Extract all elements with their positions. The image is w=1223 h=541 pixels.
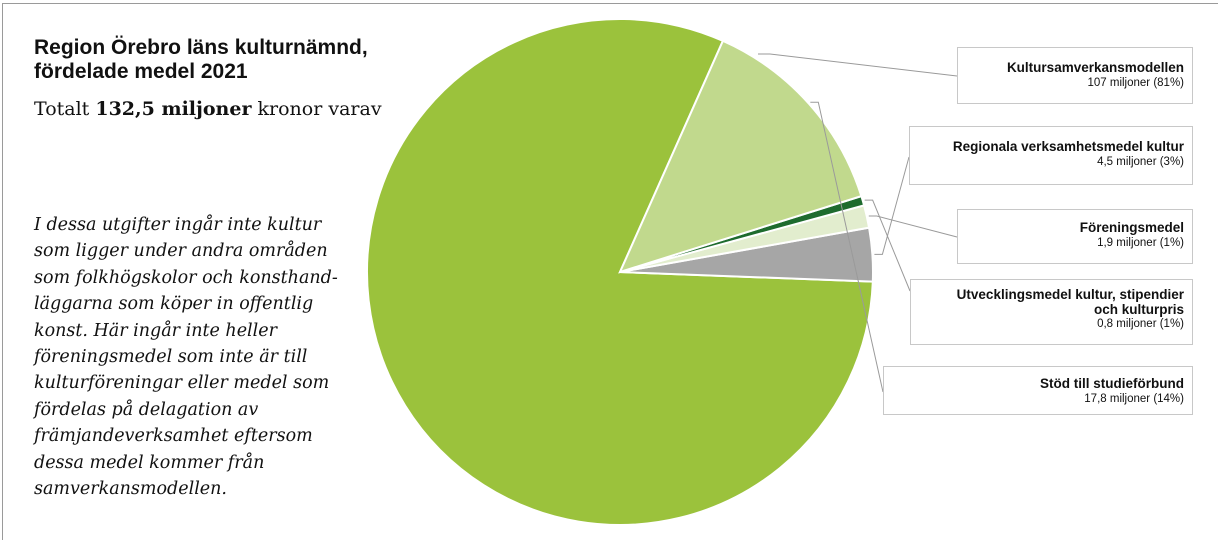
slice-label-value: 17,8 miljoner (14%) (1084, 393, 1184, 405)
slice-label-value: 4,5 miljoner (3%) (1097, 156, 1184, 168)
subtitle-total: 132,5 miljoner (95, 98, 252, 120)
slice-label-box: Utvecklingsmedel kultur, stipendier och … (910, 279, 1193, 345)
footnote-line: konst. Här ingår inte heller (34, 320, 277, 341)
slice-label-name-line1: Utvecklingsmedel kultur, stipendier (956, 287, 1184, 302)
subtitle-suffix: kronor varav (251, 98, 382, 120)
pie-slices (366, 18, 874, 526)
slice-label-name: Föreningsmedel (1079, 220, 1184, 235)
slice-label-box: Regionala verksamhetsmedel kultur 4,5 mi… (909, 126, 1193, 185)
leader-line (868, 215, 958, 238)
slice-label-name: Stöd till studieförbund (1040, 376, 1184, 391)
slice-label-name: Regionala verksamhetsmedel kultur (952, 139, 1184, 154)
footnote-line: främjandeverksamhet eftersom (34, 426, 313, 447)
slice-label-name-line2: och kulturpris (1093, 302, 1184, 317)
footnote-line: som folkhögskolor och konsthand- (34, 267, 338, 288)
footnote-line: läggarna som köper in offentlig (34, 294, 314, 315)
slice-label-value: 1,9 miljoner (1%) (1097, 237, 1184, 249)
footnote-line: fördelas på delagation av (34, 399, 259, 420)
footnote-line: som ligger under andra områden (34, 241, 328, 262)
chart-frame (2, 3, 1218, 540)
pie-slice (618, 39, 863, 274)
slice-label-name: Kultursamverkansmodellen (1006, 60, 1184, 75)
footnote-line: I dessa utgifter ingår inte kultur (34, 215, 322, 235)
subtitle-prefix: Totalt (34, 98, 96, 120)
chart-subtitle: Totalt 132,5 miljoner kronor varav (34, 98, 382, 120)
leader-line (758, 53, 958, 77)
footnote-line: föreningsmedel som inte är till (34, 347, 308, 368)
leader-line (874, 156, 910, 255)
leader-lines (758, 53, 958, 393)
footnote-line: dessa medel kommer från (34, 452, 265, 473)
slice-label-value: 0,8 miljoner (1%) (1097, 318, 1184, 330)
slice-label-name: Utvecklingsmedel kultur, stipendier och … (919, 287, 1184, 317)
footnote-text: I dessa utgifter ingår inte kultur som l… (34, 212, 379, 502)
slice-label-value: 107 miljoner (81%) (1087, 77, 1184, 89)
slice-label-box: Stöd till studieförbund 17,8 miljoner (1… (883, 366, 1193, 415)
chart-title-line2: fördelade medel 2021 (34, 60, 248, 83)
footnote-line: samverkansmodellen. (34, 479, 227, 500)
footnote-line: kulturföreningar eller medel som (34, 373, 330, 394)
slice-label-box: Kultursamverkansmodellen 107 miljoner (8… (957, 47, 1193, 104)
slice-label-box: Föreningsmedel 1,9 miljoner (1%) (957, 209, 1193, 264)
chart-title: Region Örebro läns kulturnämnd, fördelad… (34, 36, 434, 84)
leader-line (810, 101, 884, 393)
leader-line (864, 199, 911, 292)
chart-title-line1: Region Örebro läns kulturnämnd, (34, 36, 368, 59)
